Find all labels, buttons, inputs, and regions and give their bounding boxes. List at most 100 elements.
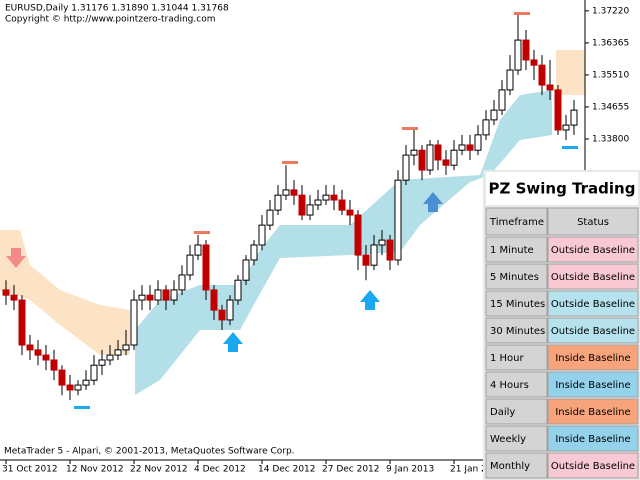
baseline-cloud	[0, 230, 130, 355]
buy-arrow	[423, 192, 443, 212]
header-cell	[547, 207, 639, 236]
candle-body	[394, 179, 402, 261]
x-tick-label: 4 Dec 2012	[194, 465, 246, 475]
panel-title-bg	[486, 172, 638, 205]
symbol-info: EURUSD,Daily 1.31176 1.31890 1.31044 1.3…	[5, 4, 229, 14]
bottom-marker	[562, 146, 578, 149]
candle-body	[562, 124, 570, 131]
candle-body	[426, 144, 434, 171]
y-tick-label: 1.33800	[592, 134, 629, 144]
candle-body	[50, 359, 58, 371]
candle-body	[202, 244, 210, 291]
x-tick-label: 21 Jan 2013	[450, 465, 504, 475]
timeframe-cell	[485, 290, 548, 317]
top-marker	[514, 12, 530, 15]
candle-body	[130, 299, 138, 346]
status-cell	[547, 344, 639, 371]
status-cell	[547, 371, 639, 398]
candle-body	[458, 144, 466, 151]
buy-arrow	[360, 290, 380, 310]
candle-body	[194, 244, 202, 256]
timeframe-cell	[485, 452, 548, 479]
candle-body	[258, 224, 266, 246]
candle-body	[42, 354, 50, 361]
status-label: Inside Baseline	[555, 353, 630, 364]
status-label: Outside Baseline	[551, 245, 635, 256]
candle-body	[386, 239, 394, 261]
candle-body	[162, 289, 170, 301]
top-marker	[282, 161, 298, 164]
candle-body	[178, 274, 186, 291]
y-tick-label: 1.36365	[592, 38, 629, 48]
header-label: Status	[577, 217, 609, 228]
candle-body	[514, 39, 522, 71]
candle-body	[338, 199, 346, 211]
candle-body	[218, 309, 226, 321]
candle-body	[250, 244, 258, 261]
timeframe-cell	[485, 344, 548, 371]
candle-body	[298, 194, 306, 216]
status-label: Outside Baseline	[551, 299, 635, 310]
timeframe-cell	[485, 371, 548, 398]
candle-body	[58, 369, 66, 386]
status-cell	[547, 452, 639, 479]
candle-body	[474, 134, 482, 151]
y-tick-label: 1.37220	[592, 6, 629, 16]
header-label: Timeframe	[489, 217, 544, 228]
candle-body	[546, 84, 554, 91]
timeframe-cell	[485, 236, 548, 263]
candle-body	[290, 189, 298, 196]
x-tick-label: 31 Oct 2012	[2, 465, 58, 475]
timeframe-label: 15 Minutes	[490, 299, 545, 310]
candle-body	[34, 349, 42, 356]
candle-body	[234, 279, 242, 301]
baseline-cloud	[556, 50, 585, 95]
status-label: Inside Baseline	[555, 380, 630, 391]
candle-body	[82, 379, 90, 386]
copyright: Copyright © http://www.pointzero-trading…	[5, 15, 215, 25]
candle-body	[114, 349, 122, 356]
top-marker	[402, 127, 418, 130]
candle-body	[538, 64, 546, 86]
candle-body	[554, 89, 562, 131]
status-cell	[547, 290, 639, 317]
candle-body	[498, 89, 506, 111]
candle-body	[242, 259, 250, 281]
status-label: Outside Baseline	[551, 326, 635, 337]
status-label: Outside Baseline	[551, 272, 635, 283]
candle-body	[490, 109, 498, 121]
status-cell	[547, 236, 639, 263]
timeframe-label: Weekly	[490, 434, 526, 445]
candle-body	[418, 149, 426, 171]
footer: MetaTrader 5 - Alpari, © 2001-2013, Meta…	[4, 447, 295, 457]
candle-body	[402, 154, 410, 181]
candle-body	[186, 254, 194, 276]
candle-body	[506, 69, 514, 91]
timeframe-label: Daily	[490, 407, 515, 418]
candle-body	[522, 39, 530, 61]
sell-arrow	[6, 248, 26, 268]
candle-body	[226, 299, 234, 321]
candle-body	[322, 194, 330, 201]
candle-body	[570, 109, 578, 126]
candle-body	[10, 294, 18, 301]
status-cell	[547, 398, 639, 425]
candle-body	[138, 294, 146, 301]
candle-body	[314, 199, 322, 206]
candle-body	[354, 214, 362, 256]
x-tick-label: 12 Nov 2012	[66, 465, 124, 475]
candle-body	[346, 209, 354, 216]
timeframe-label: 5 Minutes	[490, 272, 539, 283]
top-marker	[194, 231, 210, 234]
candle-body	[530, 59, 538, 66]
candle-body	[282, 189, 290, 196]
candle-body	[370, 244, 378, 266]
candle-body	[274, 194, 282, 211]
status-label: Outside Baseline	[551, 461, 635, 472]
candle-body	[442, 159, 450, 166]
candle-body	[18, 299, 26, 346]
candle-body	[170, 289, 178, 301]
timeframe-label: 1 Hour	[490, 353, 525, 364]
candle-body	[2, 289, 10, 296]
